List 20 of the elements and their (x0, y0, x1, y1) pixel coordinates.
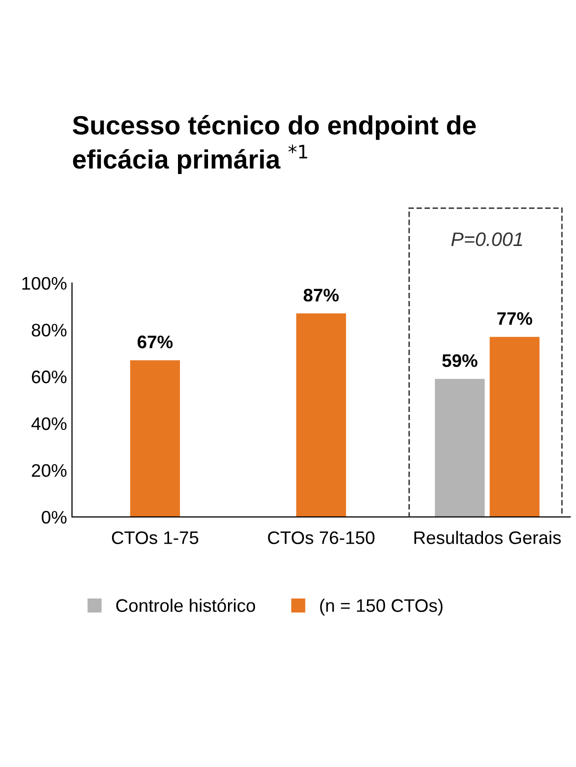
data-label: 77% (497, 312, 532, 325)
legend-label: (n = 150 CTOs) (320, 598, 443, 616)
x-tick-label: Resultados Gerais (414, 530, 561, 544)
y-tick-label: 40% (31, 417, 66, 430)
y-tick-label: 80% (32, 324, 66, 337)
y-tick-label: 20% (32, 464, 66, 477)
text: P=0.001 (451, 232, 522, 246)
chart-title: Sucesso técnico do endpoint de eficácia primária $^{*1}$ (72, 115, 476, 174)
y-tick-label: 60% (32, 370, 66, 384)
data-label: 67% (138, 336, 173, 348)
legend-label: Controle histórico (116, 598, 256, 612)
data-label: 59% (442, 354, 478, 368)
bar (434, 378, 485, 517)
y-tick-label: 0% (42, 510, 66, 524)
x-tick-label: CTOs 76-150 (268, 531, 374, 544)
y-tick-label: 100% (22, 276, 66, 290)
x-tick-label: CTOs 1-75 (112, 531, 198, 544)
data-label: 87% (304, 288, 339, 302)
bar (490, 336, 540, 517)
bar (130, 360, 180, 517)
